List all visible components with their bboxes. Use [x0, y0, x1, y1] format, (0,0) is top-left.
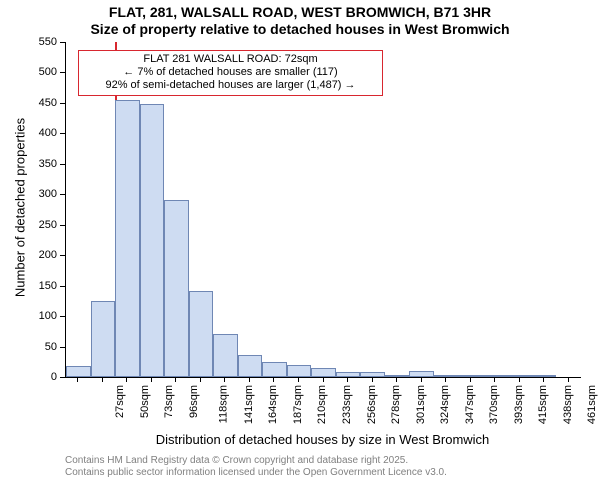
x-tick-label: 50sqm [139, 385, 151, 418]
annotation-line1: FLAT 281 WALSALL ROAD: 72sqm [83, 53, 378, 66]
y-tick [60, 286, 65, 287]
annotation-box: FLAT 281 WALSALL ROAD: 72sqm ← 7% of det… [78, 50, 383, 96]
x-tick-label: 301sqm [415, 385, 427, 424]
histogram-bar [66, 366, 91, 377]
x-tick [151, 377, 152, 382]
footer-line1: Contains HM Land Registry data © Crown c… [65, 455, 447, 467]
x-tick [347, 377, 348, 382]
histogram-bar [140, 104, 165, 377]
x-tick-label: 187sqm [292, 385, 304, 424]
y-tick-label: 50 [17, 341, 57, 353]
x-tick-label: 278sqm [390, 385, 402, 424]
x-tick [421, 377, 422, 382]
x-tick-label: 233sqm [341, 385, 353, 424]
y-tick [60, 133, 65, 134]
x-tick [445, 377, 446, 382]
y-tick [60, 225, 65, 226]
y-tick [60, 377, 65, 378]
y-tick-label: 550 [17, 36, 57, 48]
histogram-bar [115, 100, 140, 377]
y-tick-label: 400 [17, 127, 57, 139]
chart-title-line1: FLAT, 281, WALSALL ROAD, WEST BROMWICH, … [0, 0, 600, 21]
x-tick-label: 164sqm [268, 385, 280, 424]
y-tick-label: 350 [17, 158, 57, 170]
histogram-bar [238, 355, 263, 377]
x-tick [273, 377, 274, 382]
y-tick [60, 42, 65, 43]
x-tick [543, 377, 544, 382]
y-tick [60, 194, 65, 195]
y-tick-label: 200 [17, 249, 57, 261]
x-tick [224, 377, 225, 382]
x-tick-label: 438sqm [562, 385, 574, 424]
x-tick-label: 73sqm [163, 385, 175, 418]
x-tick [519, 377, 520, 382]
chart-container: FLAT, 281, WALSALL ROAD, WEST BROMWICH, … [0, 0, 600, 500]
annotation-line2: ← 7% of detached houses are smaller (117… [83, 66, 378, 79]
y-tick-label: 500 [17, 66, 57, 78]
x-tick [568, 377, 569, 382]
x-tick-label: 461sqm [586, 385, 598, 424]
x-tick [200, 377, 201, 382]
y-tick [60, 316, 65, 317]
x-tick [494, 377, 495, 382]
x-axis-label: Distribution of detached houses by size … [65, 432, 580, 447]
y-tick [60, 72, 65, 73]
y-tick-label: 300 [17, 188, 57, 200]
chart-title-line2: Size of property relative to detached ho… [0, 21, 600, 38]
histogram-bar [287, 365, 312, 377]
x-tick [470, 377, 471, 382]
histogram-bar [189, 291, 214, 377]
histogram-bar [164, 200, 189, 377]
x-tick-label: 210sqm [317, 385, 329, 424]
x-tick-label: 370sqm [488, 385, 500, 424]
x-tick [175, 377, 176, 382]
y-tick [60, 103, 65, 104]
x-tick-label: 27sqm [114, 385, 126, 418]
footer-line2: Contains public sector information licen… [65, 467, 447, 479]
x-tick [77, 377, 78, 382]
histogram-bar [213, 334, 238, 377]
y-tick-label: 100 [17, 310, 57, 322]
x-tick-label: 415sqm [537, 385, 549, 424]
x-tick [298, 377, 299, 382]
x-tick [102, 377, 103, 382]
annotation-line3: 92% of semi-detached houses are larger (… [83, 79, 378, 92]
plot-area: FLAT 281 WALSALL ROAD: 72sqm ← 7% of det… [65, 42, 581, 378]
y-tick-label: 250 [17, 219, 57, 231]
y-tick-label: 0 [17, 371, 57, 383]
x-tick [323, 377, 324, 382]
x-tick [396, 377, 397, 382]
y-tick [60, 164, 65, 165]
y-tick [60, 255, 65, 256]
x-tick-label: 324sqm [439, 385, 451, 424]
x-tick-label: 393sqm [513, 385, 525, 424]
x-tick-label: 347sqm [464, 385, 476, 424]
y-tick-label: 450 [17, 97, 57, 109]
y-tick [60, 347, 65, 348]
x-tick-label: 118sqm [218, 385, 230, 423]
x-tick-label: 96sqm [188, 385, 200, 418]
x-tick [126, 377, 127, 382]
x-tick [249, 377, 250, 382]
footer-attribution: Contains HM Land Registry data © Crown c… [65, 455, 447, 479]
histogram-bar [311, 368, 336, 377]
y-tick-label: 150 [17, 280, 57, 292]
histogram-bar [262, 362, 287, 377]
x-tick-label: 256sqm [366, 385, 378, 424]
x-tick-label: 141sqm [243, 385, 255, 424]
histogram-bar [91, 301, 116, 377]
x-tick [372, 377, 373, 382]
